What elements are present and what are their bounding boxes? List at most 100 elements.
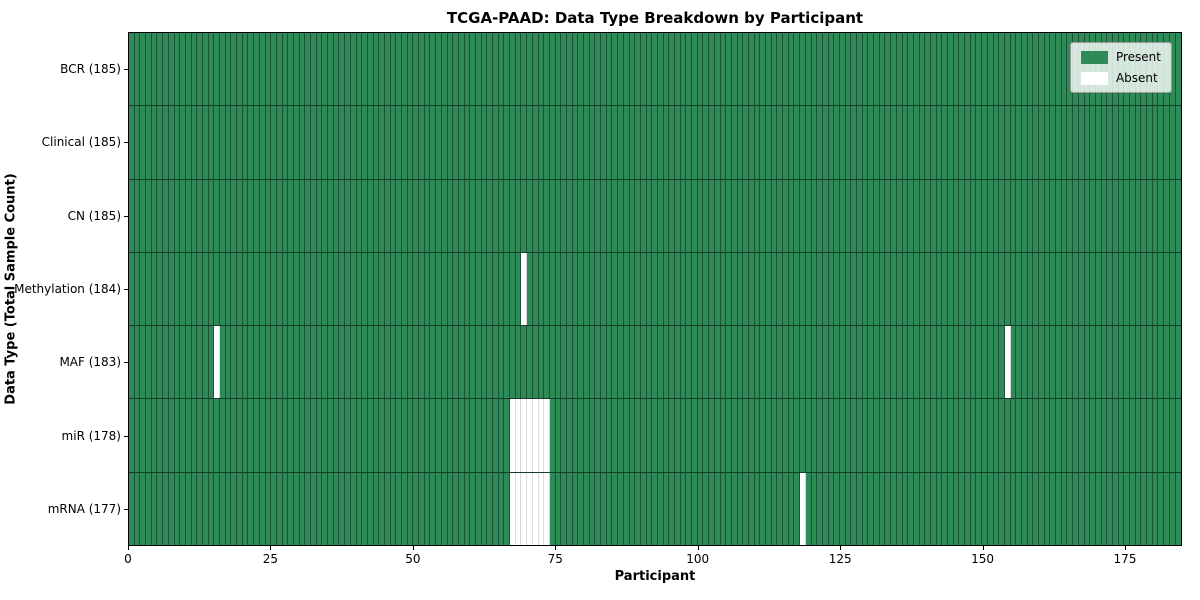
heatmap-cell-present bbox=[669, 399, 675, 472]
heatmap-cell-present bbox=[180, 106, 186, 179]
heatmap-cell-present bbox=[805, 472, 812, 545]
heatmap-cell-present bbox=[572, 326, 579, 399]
heatmap-cell-present bbox=[709, 326, 715, 399]
heatmap-cell-present bbox=[1152, 106, 1159, 179]
heatmap-cell-present bbox=[771, 252, 778, 326]
heatmap-cell-present bbox=[760, 33, 766, 106]
heatmap-cell-present bbox=[828, 179, 835, 252]
heatmap-cell-present bbox=[1044, 106, 1051, 179]
heatmap-cell-present bbox=[384, 106, 391, 179]
heatmap-cell-present bbox=[185, 106, 192, 179]
heatmap-cell-present bbox=[282, 252, 289, 326]
heatmap-cell-present bbox=[146, 33, 152, 106]
legend-label: Absent bbox=[1115, 71, 1158, 85]
heatmap-cell-present bbox=[481, 179, 488, 252]
heatmap-cell-present bbox=[743, 252, 749, 326]
heatmap-cell-present bbox=[254, 106, 260, 179]
heatmap-cell-present bbox=[680, 252, 687, 326]
heatmap-cell-present bbox=[185, 472, 192, 545]
heatmap-cell-present bbox=[328, 33, 334, 106]
heatmap-cell-present bbox=[948, 179, 954, 252]
heatmap-cell-present bbox=[151, 399, 158, 472]
heatmap-cell-present bbox=[948, 326, 954, 399]
heatmap-cell-present bbox=[885, 106, 892, 179]
heatmap-cell-present bbox=[1141, 179, 1148, 252]
heatmap-cell-present bbox=[982, 399, 988, 472]
heatmap-cell-present bbox=[316, 399, 323, 472]
heatmap-cell-present bbox=[475, 106, 482, 179]
heatmap-cell-present bbox=[646, 252, 653, 326]
heatmap-cell-present bbox=[714, 326, 721, 399]
heatmap-cell-present bbox=[504, 472, 511, 545]
heatmap-cell-present bbox=[254, 326, 260, 399]
heatmap-cell-present bbox=[709, 33, 715, 106]
heatmap-cell-present bbox=[692, 326, 698, 399]
heatmap-cell-present bbox=[475, 326, 482, 399]
heatmap-cell-present bbox=[202, 179, 209, 252]
heatmap-cell-present bbox=[942, 179, 948, 252]
heatmap-cell-present bbox=[322, 326, 329, 399]
heatmap-cell-present bbox=[1004, 252, 1011, 326]
y-tick-label: Methylation (184) bbox=[14, 282, 121, 296]
heatmap-cell-present bbox=[578, 472, 584, 545]
heatmap-cell-present bbox=[640, 106, 647, 179]
heatmap-cell-present bbox=[470, 399, 476, 472]
heatmap-cell-present bbox=[1067, 106, 1074, 179]
heatmap-cell-present bbox=[1112, 179, 1119, 252]
heatmap-cell-present bbox=[299, 326, 306, 399]
heatmap-cell-present bbox=[805, 179, 812, 252]
heatmap-cell-present bbox=[271, 33, 277, 106]
heatmap-cell-present bbox=[163, 252, 169, 326]
heatmap-cell-present bbox=[311, 179, 317, 252]
heatmap-cell-present bbox=[1016, 399, 1022, 472]
heatmap-cell-present bbox=[618, 179, 624, 252]
heatmap-cell-present bbox=[697, 326, 704, 399]
heatmap-cell-present bbox=[259, 472, 266, 545]
heatmap-cell-present bbox=[942, 472, 948, 545]
heatmap-cell-absent bbox=[214, 326, 220, 399]
heatmap-cell-present bbox=[1027, 399, 1034, 472]
heatmap-cell-present bbox=[970, 399, 977, 472]
heatmap-cell-present bbox=[726, 326, 732, 399]
heatmap-cell-present bbox=[242, 33, 249, 106]
heatmap-cell-present bbox=[185, 326, 192, 399]
heatmap-cell-present bbox=[1073, 252, 1079, 326]
heatmap-cell-present bbox=[225, 472, 232, 545]
heatmap-cell-present bbox=[134, 179, 141, 252]
heatmap-cell-present bbox=[1135, 472, 1142, 545]
heatmap-cell-present bbox=[766, 252, 772, 326]
heatmap-cell-present bbox=[925, 399, 931, 472]
heatmap-cell-present bbox=[839, 106, 846, 179]
heatmap-cell-present bbox=[1152, 179, 1159, 252]
heatmap-cell-present bbox=[384, 399, 391, 472]
heatmap-cell-present bbox=[237, 399, 243, 472]
heatmap-cell-present bbox=[134, 106, 141, 179]
heatmap-cell-present bbox=[896, 106, 903, 179]
heatmap-cell-present bbox=[663, 326, 670, 399]
heatmap-cell-present bbox=[231, 326, 238, 399]
heatmap-cell-present bbox=[572, 179, 579, 252]
heatmap-cell-present bbox=[305, 33, 311, 106]
heatmap-cell-present bbox=[248, 179, 255, 252]
heatmap-cell-present bbox=[293, 252, 300, 326]
heatmap-cell-present bbox=[202, 326, 209, 399]
heatmap-cell-present bbox=[993, 472, 1000, 545]
heatmap-cell-present bbox=[191, 472, 198, 545]
heatmap-cell-present bbox=[743, 399, 749, 472]
heatmap-cell-present bbox=[174, 33, 181, 106]
heatmap-cell-present bbox=[1101, 252, 1108, 326]
heatmap-cell-present bbox=[180, 399, 186, 472]
heatmap-cell-present bbox=[379, 472, 385, 545]
heatmap-cell-present bbox=[811, 399, 818, 472]
heatmap-cell-present bbox=[845, 472, 852, 545]
heatmap-cell-present bbox=[896, 252, 903, 326]
heatmap-cell-present bbox=[1033, 106, 1039, 179]
heatmap-cell-present bbox=[1021, 179, 1028, 252]
heatmap-cell-present bbox=[788, 326, 795, 399]
heatmap-cell-present bbox=[316, 106, 323, 179]
heatmap-cell-present bbox=[248, 252, 255, 326]
heatmap-cell-present bbox=[1084, 326, 1091, 399]
heatmap-cell-present bbox=[1175, 399, 1181, 472]
x-tick-label: 50 bbox=[405, 552, 421, 566]
heatmap-cell-present bbox=[265, 472, 272, 545]
